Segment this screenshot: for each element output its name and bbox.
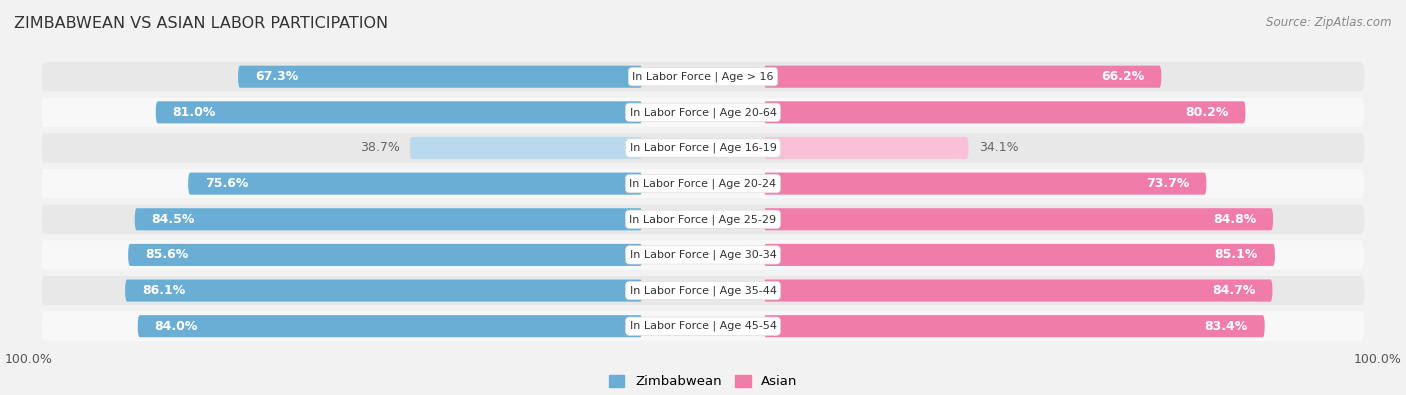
Text: 86.1%: 86.1% xyxy=(142,284,186,297)
FancyBboxPatch shape xyxy=(409,137,643,159)
Text: In Labor Force | Age 35-44: In Labor Force | Age 35-44 xyxy=(630,285,776,296)
FancyBboxPatch shape xyxy=(135,208,643,230)
Text: 84.8%: 84.8% xyxy=(1213,213,1256,226)
Text: ZIMBABWEAN VS ASIAN LABOR PARTICIPATION: ZIMBABWEAN VS ASIAN LABOR PARTICIPATION xyxy=(14,16,388,31)
Text: 84.5%: 84.5% xyxy=(152,213,195,226)
FancyBboxPatch shape xyxy=(42,98,1364,127)
Text: 80.2%: 80.2% xyxy=(1185,106,1229,119)
FancyBboxPatch shape xyxy=(763,137,969,159)
Text: 84.7%: 84.7% xyxy=(1212,284,1256,297)
FancyBboxPatch shape xyxy=(42,205,1364,234)
Text: In Labor Force | Age 20-64: In Labor Force | Age 20-64 xyxy=(630,107,776,118)
Text: 85.1%: 85.1% xyxy=(1215,248,1258,261)
Text: 81.0%: 81.0% xyxy=(173,106,217,119)
FancyBboxPatch shape xyxy=(763,101,1246,123)
FancyBboxPatch shape xyxy=(125,280,643,302)
FancyBboxPatch shape xyxy=(156,101,643,123)
Text: 34.1%: 34.1% xyxy=(979,141,1018,154)
FancyBboxPatch shape xyxy=(763,280,1272,302)
FancyBboxPatch shape xyxy=(42,169,1364,198)
Text: 83.4%: 83.4% xyxy=(1205,320,1247,333)
FancyBboxPatch shape xyxy=(763,173,1206,195)
FancyBboxPatch shape xyxy=(128,244,643,266)
FancyBboxPatch shape xyxy=(188,173,643,195)
Text: 67.3%: 67.3% xyxy=(254,70,298,83)
FancyBboxPatch shape xyxy=(42,240,1364,269)
Text: In Labor Force | Age 45-54: In Labor Force | Age 45-54 xyxy=(630,321,776,331)
Text: In Labor Force | Age 30-34: In Labor Force | Age 30-34 xyxy=(630,250,776,260)
Text: 75.6%: 75.6% xyxy=(205,177,249,190)
FancyBboxPatch shape xyxy=(763,66,1161,88)
FancyBboxPatch shape xyxy=(42,62,1364,91)
FancyBboxPatch shape xyxy=(138,315,643,337)
Text: 73.7%: 73.7% xyxy=(1146,177,1189,190)
Text: 66.2%: 66.2% xyxy=(1101,70,1144,83)
Text: In Labor Force | Age 25-29: In Labor Force | Age 25-29 xyxy=(630,214,776,224)
Text: 38.7%: 38.7% xyxy=(360,141,399,154)
FancyBboxPatch shape xyxy=(42,134,1364,163)
FancyBboxPatch shape xyxy=(763,244,1275,266)
FancyBboxPatch shape xyxy=(763,208,1272,230)
Text: Source: ZipAtlas.com: Source: ZipAtlas.com xyxy=(1267,16,1392,29)
FancyBboxPatch shape xyxy=(238,66,643,88)
FancyBboxPatch shape xyxy=(42,312,1364,341)
Legend: Zimbabwean, Asian: Zimbabwean, Asian xyxy=(603,370,803,393)
FancyBboxPatch shape xyxy=(42,276,1364,305)
Text: In Labor Force | Age 20-24: In Labor Force | Age 20-24 xyxy=(630,179,776,189)
Text: In Labor Force | Age 16-19: In Labor Force | Age 16-19 xyxy=(630,143,776,153)
Text: 85.6%: 85.6% xyxy=(145,248,188,261)
FancyBboxPatch shape xyxy=(763,315,1264,337)
Text: In Labor Force | Age > 16: In Labor Force | Age > 16 xyxy=(633,71,773,82)
Text: 84.0%: 84.0% xyxy=(155,320,198,333)
